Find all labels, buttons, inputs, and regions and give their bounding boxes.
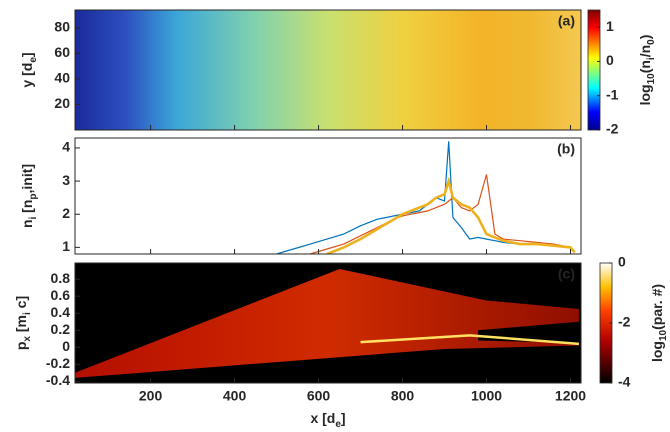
phase-space-beam (75, 268, 579, 378)
y-tick-label: 0 (62, 338, 70, 354)
y-tick-label: 2 (62, 205, 70, 221)
colorbar-label-part: (n (637, 60, 653, 73)
y-tick-label: 0.2 (51, 321, 71, 337)
data-line (310, 174, 576, 254)
colorbar-tick-label: 1 (606, 18, 614, 34)
colorbar-label-part: 10 (658, 329, 669, 341)
y-tick-label: 1 (62, 238, 70, 254)
colorbar-tick-label: -2 (618, 314, 631, 330)
data-line (326, 176, 576, 254)
colorbar-label: log10(ni/n0) (637, 35, 657, 106)
panel-label: (b) (557, 141, 575, 157)
x-tick-label: 800 (391, 388, 415, 404)
axes-frame (74, 262, 582, 384)
y-axis-label-part: p (28, 193, 39, 199)
colorbar-label-part: 10 (646, 73, 657, 85)
y-tick-label: 20 (54, 95, 70, 111)
y-tick-label: 0.8 (51, 270, 71, 286)
colorbar-tick-label: -4 (618, 374, 631, 390)
phase-space-core (360, 334, 579, 346)
y-axis-label-part: e (28, 57, 39, 63)
x-tick-label: 1200 (555, 388, 586, 404)
y-tick-label: 0.4 (51, 304, 71, 320)
y-tick-label: 40 (54, 70, 70, 86)
colorbar-tick-label: -2 (606, 121, 619, 137)
colorbar-tick-label: 0 (606, 52, 614, 68)
x-tick-label: 1000 (471, 388, 502, 404)
colorbar (587, 9, 601, 131)
x-tick-label: 400 (223, 388, 247, 404)
x-axis-label: x [de] (310, 410, 345, 430)
y-axis-label: y [de] (19, 52, 39, 87)
y-axis-label-part: x (22, 336, 33, 342)
density-map (75, 10, 581, 130)
colorbar-label-part: i (646, 57, 657, 60)
y-axis-label-part: c] (13, 296, 29, 312)
colorbar-label-part: log (637, 84, 653, 105)
y-tick-label: 4 (62, 139, 70, 155)
colorbar-tick-label: -1 (606, 86, 619, 102)
axes-frame (74, 137, 582, 255)
data-line (276, 141, 576, 254)
y-axis-label: ni [np,init] (19, 164, 39, 228)
panel-label: (a) (558, 13, 575, 29)
colorbar-label-part: log (649, 341, 665, 362)
y-tick-label: -0.4 (46, 372, 70, 388)
x-axis-label-part: ] (341, 410, 346, 426)
x-tick-label: 600 (307, 388, 331, 404)
colorbar-label-part: 0 (646, 39, 657, 45)
y-tick-label: -0.2 (46, 355, 70, 371)
y-axis-label-part: i (28, 216, 39, 219)
y-axis-label-part: p (13, 342, 29, 351)
y-axis-label-part: [n (19, 200, 35, 217)
colorbar-label-part: ) (637, 35, 653, 40)
panel-label: (c) (558, 266, 575, 282)
y-tick-label: 60 (54, 44, 70, 60)
colorbar-label-part: (par. #) (649, 284, 665, 330)
axes-frame (74, 9, 582, 131)
colorbar-label-part: /n (637, 45, 653, 57)
y-axis-label-part: n (19, 219, 35, 228)
colorbar-tick-label: 0 (618, 254, 626, 270)
x-tick-label: 200 (139, 388, 163, 404)
colorbar-label: log10(par. #) (649, 284, 669, 362)
x-axis-label-part: x [d (310, 410, 335, 426)
y-axis-label-part: ,init] (19, 164, 35, 194)
y-tick-label: 80 (54, 19, 70, 35)
x-axis-label-part: e (335, 419, 341, 430)
y-axis-label: px [mi c] (13, 296, 33, 350)
y-axis-label-part: i (22, 312, 33, 315)
y-axis-label-part: y [d (19, 63, 35, 88)
y-axis-label-part: [m (13, 315, 29, 336)
y-tick-label: 3 (62, 172, 70, 188)
y-tick-label: 0.6 (51, 287, 71, 303)
y-axis-label-part: ] (19, 52, 35, 57)
